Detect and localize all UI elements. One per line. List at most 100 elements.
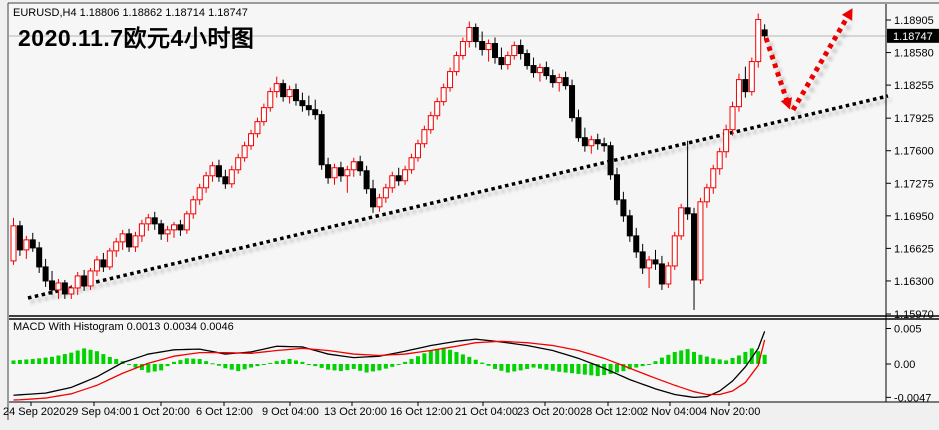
candle-body (472, 27, 479, 43)
candle-body (29, 239, 36, 249)
price-axis[interactable]: 1.18905 1.18580 1.18255 1.17925 1.17600 1.172… (886, 15, 939, 321)
candle-body (222, 176, 229, 185)
candle-body (68, 287, 75, 295)
macd-histogram-bar (178, 360, 183, 364)
macd-histogram (11, 347, 767, 377)
candle-body (742, 79, 749, 93)
macd-histogram-bar (749, 348, 754, 364)
candle-body (748, 61, 755, 93)
candle-body (248, 133, 255, 147)
candle-body (55, 282, 62, 291)
macd-histogram-bar (396, 364, 401, 365)
macd-histogram-bar (313, 364, 318, 367)
macd-histogram-bar (692, 351, 697, 364)
candles-group (10, 13, 768, 310)
candle-body (61, 282, 68, 295)
macd-histogram-bar (358, 364, 363, 371)
price-axis-label: 1.16625 (894, 243, 934, 255)
candle-body (119, 233, 126, 243)
candle-body (575, 117, 582, 139)
macd-histogram-bar (204, 361, 209, 364)
candle-body (325, 164, 332, 179)
macd-histogram-bar (216, 364, 221, 366)
macd-histogram-bar (332, 364, 337, 371)
macd-histogram-bar (595, 364, 600, 377)
candle-body (459, 41, 466, 57)
macd-histogram-bar (634, 364, 639, 368)
candle-body (190, 199, 197, 215)
candle-body (209, 165, 216, 177)
macd-histogram-bar (274, 361, 279, 364)
candle-body (556, 77, 563, 84)
candle-body (639, 251, 646, 269)
candle-body (633, 235, 640, 253)
price-axis-label: 1.17925 (894, 113, 934, 125)
candle-body (498, 57, 505, 66)
macd-histogram-bar (172, 361, 176, 364)
candle-body (126, 233, 133, 248)
macd-histogram-bar (576, 364, 581, 374)
macd-histogram-bar (544, 364, 549, 370)
macd-histogram-bar (512, 364, 517, 372)
candle-body (729, 106, 736, 131)
macd-axis[interactable]: 0.005 0.00 -0.0047 (886, 324, 931, 405)
time-axis[interactable]: 24 Sep 2020 29 Sep 04:00 1 Oct 20:00 6 Oct … (3, 402, 760, 418)
macd-histogram-bar (724, 360, 729, 364)
macd-histogram-bar (704, 356, 709, 364)
macd-pane[interactable] (11, 331, 767, 401)
candle-body (594, 139, 601, 145)
time-axis-label: 23 Oct 20:00 (517, 406, 580, 418)
macd-histogram-bar (422, 353, 427, 364)
candle-body (203, 175, 210, 189)
candle-body (23, 239, 30, 251)
candle-body (286, 89, 293, 98)
macd-histogram-bar (94, 351, 99, 364)
macd-histogram-bar (589, 364, 594, 376)
candle-body (389, 175, 396, 189)
macd-histogram-bar (114, 359, 119, 364)
candle-body (337, 167, 344, 177)
candle-body (106, 250, 113, 268)
macd-histogram-bar (537, 364, 542, 369)
candle-body (376, 197, 383, 208)
macd-axis-label: 0.005 (894, 324, 922, 336)
macd-histogram-bar (730, 357, 735, 364)
candle-body (16, 225, 23, 251)
macd-histogram-bar (717, 359, 722, 364)
macd-histogram-bar (50, 356, 55, 364)
candle-body (87, 270, 94, 287)
macd-histogram-bar (127, 364, 132, 365)
macd-histogram-bar (107, 356, 112, 364)
candle-body (434, 101, 441, 117)
candle-body (177, 224, 184, 231)
macd-histogram-bar (300, 361, 305, 364)
macd-histogram-bar (338, 364, 343, 372)
candle-body (427, 115, 434, 131)
macd-histogram-bar (345, 364, 350, 371)
forecast-arrow-up-shadow (794, 19, 855, 117)
candle-body (228, 169, 235, 185)
time-axis-label: 1 Oct 20:00 (133, 406, 190, 418)
candle-body (183, 213, 190, 231)
symbol-ohlc-title: EURUSD,H4 1.18806 1.18862 1.18714 1.1874… (13, 7, 248, 19)
main-price-pane[interactable] (9, 8, 892, 310)
candle-body (678, 207, 685, 237)
candle-body (710, 168, 717, 189)
candle-body (549, 75, 556, 84)
price-axis-label: 1.16300 (894, 276, 934, 288)
candle-body (402, 169, 409, 182)
macd-indicator-label: MACD With Histogram 0.0013 0.0034 0.0046 (13, 321, 234, 333)
macd-histogram-bar (711, 358, 716, 364)
macd-histogram-bar (653, 361, 658, 364)
macd-histogram-bar (659, 357, 664, 364)
macd-histogram-bar (460, 354, 465, 364)
candle-body (536, 67, 543, 74)
chart-banner: 2020.11.7欧元4小时图 (18, 25, 255, 51)
macd-histogram-bar (582, 364, 587, 375)
candle-body (344, 169, 351, 177)
candle-body (755, 18, 762, 63)
macd-histogram-bar (133, 364, 138, 368)
macd-histogram-bar (441, 347, 446, 364)
